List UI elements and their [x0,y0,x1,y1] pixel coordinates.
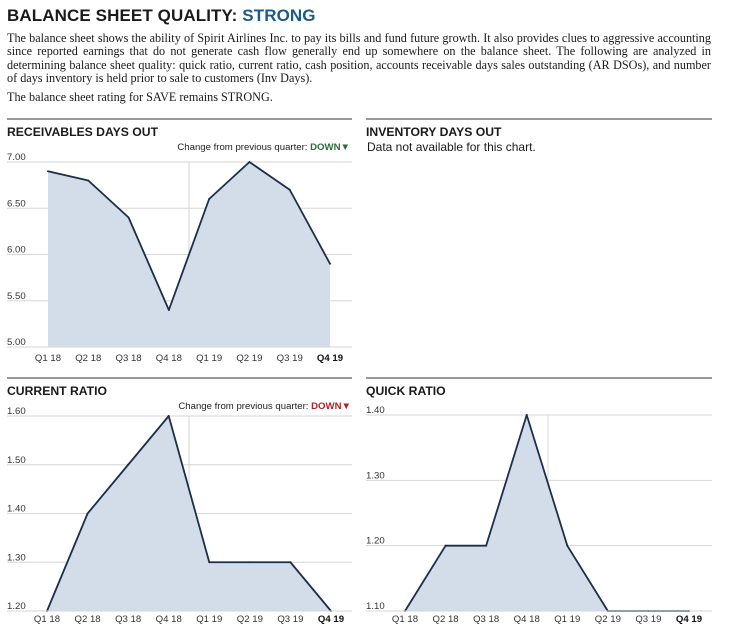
y-tick-label: 1.40 [366,405,385,416]
series-line-segment [525,414,569,547]
y-tick-label: 5.50 [7,291,26,302]
no-data-message: Data not available for this chart. [367,140,536,154]
x-tick-label: Q2 18 [75,614,101,625]
data-point [47,170,49,173]
series-line-segment [127,216,170,311]
rating-statement: The balance sheet rating for SAVE remain… [7,89,273,104]
area-fill [405,415,689,611]
x-tick-label: Q4 19 [318,614,344,625]
chart-panel-receivables-days-out: RECEIVABLES DAYS OUT Change from previous… [7,118,352,364]
y-tick-label: 1.20 [7,601,26,612]
chart-title: INVENTORY DAYS OUT [366,125,502,139]
x-tick-label: Q3 18 [473,614,499,625]
x-tick-label: Q1 19 [554,614,580,625]
x-tick-label: Q2 18 [433,614,459,625]
y-tick-label: 5.00 [7,337,26,348]
y-tick-label: 6.00 [7,245,26,256]
x-tick-label: Q4 18 [156,353,182,364]
rating-label: STRONG [242,6,316,25]
data-point [167,415,170,417]
series-line-segment [87,179,130,219]
data-point [329,262,331,265]
change-label: Change from previous quarter: [177,142,310,153]
x-tick-label: Q1 19 [196,353,222,364]
series-line-segment [288,188,331,265]
chart-title: QUICK RATIO [366,384,446,398]
y-tick-label: 1.60 [7,406,26,417]
data-point [87,179,90,182]
y-tick-label: 7.00 [7,152,26,163]
x-tick-label: Q4 18 [156,614,182,625]
y-tick-label: 1.10 [366,601,385,612]
data-point [566,544,569,547]
x-tick-label: Q1 19 [196,614,222,625]
y-tick-label: 6.50 [7,198,26,209]
data-point [485,544,488,547]
description: The balance sheet shows the ability of S… [7,31,711,109]
data-point [208,561,211,564]
page-title: BALANCE SHEET QUALITY: STRONG [7,6,316,26]
x-tick-label: Q1 18 [392,614,418,625]
y-tick-label: 1.30 [366,470,385,481]
x-tick-label: Q3 19 [635,614,661,625]
title-prefix: BALANCE SHEET QUALITY: [7,6,243,25]
series-line-segment [404,544,447,612]
chart-panel-quick-ratio: QUICK RATIO 1.10 1.20 1.30 1.40 Q1 18 Q2 18 Q3 … [366,377,712,625]
series-line-segment [208,161,251,200]
data-point [289,561,292,564]
data-point [86,512,89,515]
series-line-segment [47,170,90,182]
x-tick-label: Q4 18 [514,614,540,625]
data-point [444,544,447,547]
series-line-segment [86,463,130,515]
data-point [248,561,251,564]
x-tick-label: Q3 18 [115,614,141,625]
change-direction: DOWN▼ [310,142,350,153]
x-tick-label: Q1 18 [34,614,60,625]
y-tick-label: 1.50 [7,455,26,466]
series-line-segment [289,561,332,612]
x-tick-label: Q2 19 [236,353,262,364]
x-tick-label: Q2 19 [237,614,263,625]
data-point [127,216,130,219]
chart-title: RECEIVABLES DAYS OUT [7,125,159,139]
chart-title: CURRENT RATIO [7,384,107,398]
x-tick-label: Q3 19 [277,614,303,625]
y-tick-label: 1.20 [366,536,385,547]
series-line-segment [248,161,291,191]
x-tick-label: Q4 19 [676,614,702,625]
x-tick-label: Q2 18 [75,353,101,364]
change-indicator: Change from previous quarter: DOWN▼ [177,142,350,153]
series-line-segment [167,198,211,311]
change-direction: DOWN▼ [311,401,351,412]
data-point [167,309,170,311]
description-paragraph: The balance sheet shows the ability of S… [7,31,711,86]
change-label: Change from previous quarter: [178,401,311,412]
series-line-segment [566,544,609,612]
series-line-segment [167,415,211,564]
data-point [525,414,528,416]
y-tick-label: 1.30 [7,552,26,563]
x-tick-label: Q2 19 [595,614,621,625]
x-tick-label: Q3 18 [116,353,142,364]
series-line-segment [127,415,170,466]
data-point [248,161,251,163]
series-line-segment [46,512,89,612]
x-tick-label: Q3 19 [277,353,303,364]
series-line-segment [485,414,528,547]
data-point [288,188,291,191]
x-tick-label: Q4 19 [317,353,343,364]
data-point [127,463,130,466]
data-point [208,198,211,200]
chart-panel-current-ratio: CURRENT RATIO Change from previous quarte… [7,377,352,625]
y-tick-label: 1.40 [7,504,26,515]
x-tick-label: Q1 18 [35,353,61,364]
change-indicator: Change from previous quarter: DOWN▼ [178,401,351,412]
